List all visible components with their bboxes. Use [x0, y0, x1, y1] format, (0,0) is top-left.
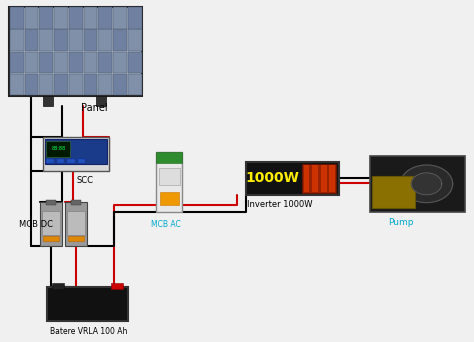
Bar [54, 7, 68, 29]
Text: Inverter 1000W: Inverter 1000W [247, 200, 313, 209]
Bar [10, 74, 24, 95]
Bar [99, 29, 112, 51]
Bar [54, 29, 68, 51]
Bar [302, 164, 336, 193]
Bar [71, 200, 82, 205]
Bar [113, 29, 127, 51]
Bar [68, 236, 84, 241]
Bar [99, 74, 112, 95]
Bar [9, 7, 142, 96]
Bar [128, 7, 142, 29]
Bar [45, 139, 107, 164]
Bar [57, 159, 64, 163]
Bar [25, 7, 38, 29]
Bar [47, 287, 128, 321]
Bar [46, 141, 70, 157]
Bar [370, 156, 465, 212]
Text: Pump: Pump [388, 218, 413, 227]
Bar [10, 29, 24, 51]
Bar [39, 52, 53, 73]
Bar [99, 7, 112, 29]
Bar [128, 29, 142, 51]
Bar [10, 52, 24, 73]
Bar [69, 29, 83, 51]
Bar [113, 52, 127, 73]
Text: 1000W: 1000W [246, 171, 299, 185]
Bar [312, 165, 318, 192]
Bar [25, 52, 38, 73]
Bar [69, 7, 83, 29]
Text: MCB DC: MCB DC [19, 220, 53, 228]
Bar [43, 236, 59, 241]
Bar [99, 52, 112, 73]
Text: MCB AC: MCB AC [151, 220, 181, 229]
Bar [46, 200, 56, 205]
Bar [52, 283, 64, 289]
Bar [246, 162, 339, 195]
Bar [84, 52, 98, 73]
Bar [65, 202, 87, 246]
Bar [84, 29, 98, 51]
Bar [156, 152, 182, 163]
Text: SCC: SCC [77, 176, 94, 185]
Bar [156, 152, 182, 212]
Bar [128, 52, 142, 73]
Bar [67, 211, 85, 235]
Bar [372, 176, 415, 208]
Bar [69, 74, 83, 95]
Polygon shape [411, 173, 442, 195]
Bar [43, 137, 109, 171]
Bar [128, 74, 142, 95]
Bar [84, 7, 98, 29]
Bar [160, 192, 179, 205]
Bar [111, 283, 123, 289]
Bar [113, 74, 127, 95]
Bar [46, 159, 54, 163]
Bar [39, 29, 53, 51]
Bar [54, 74, 68, 95]
Polygon shape [401, 165, 453, 202]
Bar [78, 159, 85, 163]
Bar [69, 52, 83, 73]
Bar [39, 74, 53, 95]
Bar [304, 165, 310, 192]
Bar [40, 202, 62, 246]
Bar [25, 74, 38, 95]
Text: 88:88: 88:88 [51, 146, 65, 151]
Text: Panel: Panel [82, 103, 108, 113]
Bar [84, 74, 98, 95]
Bar [159, 168, 180, 185]
Bar [10, 7, 24, 29]
Bar [321, 165, 327, 192]
Bar [42, 211, 60, 235]
Bar [43, 96, 53, 106]
Bar [39, 7, 53, 29]
Bar [329, 165, 335, 192]
Bar [25, 29, 38, 51]
Bar [54, 52, 68, 73]
Bar [113, 7, 127, 29]
Bar [96, 96, 106, 106]
Text: Batere VRLA 100 Ah: Batere VRLA 100 Ah [50, 327, 127, 336]
Bar [67, 159, 75, 163]
